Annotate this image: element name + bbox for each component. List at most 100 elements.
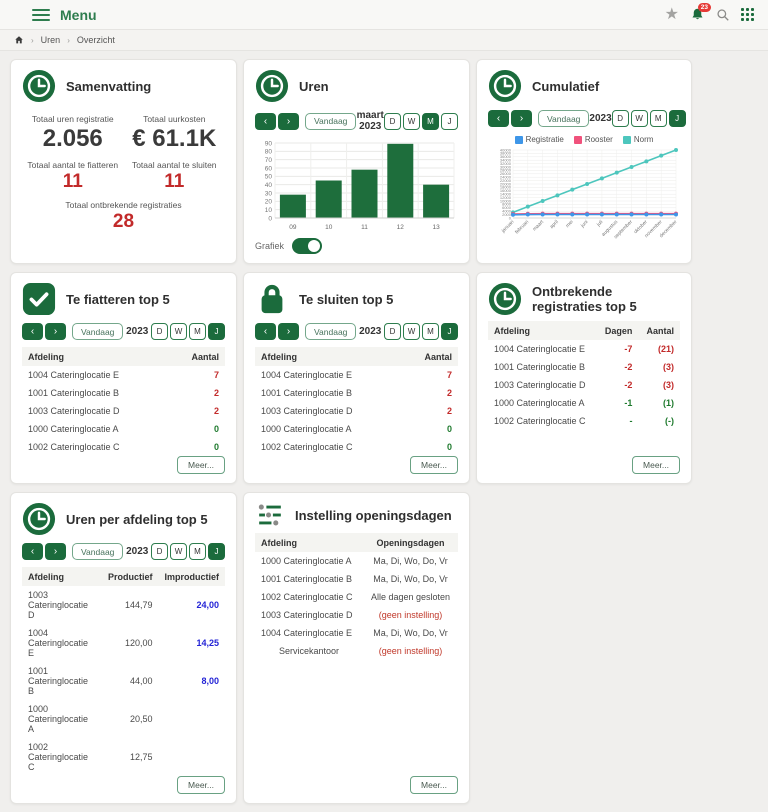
vandaag-button[interactable]: Vandaag bbox=[305, 323, 357, 340]
period-m-button[interactable]: M bbox=[422, 112, 439, 130]
table-row[interactable]: 1002 Cateringlocatie C 12,75 bbox=[22, 738, 225, 776]
home-icon[interactable] bbox=[14, 35, 24, 45]
period-d-button[interactable]: D bbox=[611, 110, 629, 127]
meer-button[interactable]: Meer... bbox=[177, 456, 225, 474]
table-cell: 1004 Cateringlocatie E bbox=[261, 370, 353, 380]
meer-button[interactable]: Meer... bbox=[177, 776, 225, 794]
prev-button[interactable]: ‹ bbox=[255, 112, 276, 130]
table-row[interactable]: 1001 Cateringlocatie B Ma, Di, Wo, Do, Vr bbox=[255, 570, 458, 588]
period-m-button[interactable]: M bbox=[189, 323, 206, 340]
next-button[interactable]: › bbox=[278, 323, 299, 340]
table-cell: Ma, Di, Wo, Do, Vr bbox=[373, 628, 448, 638]
stat-label: Totaal uurkosten bbox=[143, 114, 206, 124]
table-row[interactable]: 1004 Cateringlocatie E 7 bbox=[22, 366, 225, 384]
table-row[interactable]: 1000 Cateringlocatie A 20,50 bbox=[22, 700, 225, 738]
prev-button[interactable]: ‹ bbox=[488, 110, 509, 127]
svg-text:28000: 28000 bbox=[500, 168, 512, 173]
next-button[interactable]: › bbox=[45, 543, 66, 560]
svg-text:12: 12 bbox=[397, 224, 405, 231]
table-row[interactable]: 1001 Cateringlocatie B 2 bbox=[255, 384, 458, 402]
prev-button[interactable]: ‹ bbox=[22, 323, 43, 340]
card-cumulatief: Cumulatief ‹ › Vandaag 2023 D W M J Registratie… bbox=[476, 59, 692, 264]
vandaag-button[interactable]: Vandaag bbox=[72, 323, 124, 340]
table-row[interactable]: 1002 Cateringlocatie C 0 bbox=[255, 438, 458, 456]
chart-legend: Registratie Rooster Norm bbox=[488, 135, 680, 144]
meer-button[interactable]: Meer... bbox=[632, 456, 680, 474]
table-row[interactable]: 1003 Cateringlocatie D -2 (3) bbox=[488, 376, 680, 394]
table-cell: 1001 Cateringlocatie B bbox=[261, 574, 353, 584]
next-button[interactable]: › bbox=[45, 323, 66, 340]
table-row[interactable]: 1002 Cateringlocatie C 0 bbox=[22, 438, 225, 456]
legend-entry-rooster[interactable]: Rooster bbox=[573, 135, 613, 144]
svg-text:90: 90 bbox=[265, 140, 273, 147]
next-button[interactable]: › bbox=[511, 110, 532, 127]
svg-text:maart: maart bbox=[532, 219, 546, 233]
table-cell: 7 bbox=[213, 370, 219, 380]
period-controls: ‹ › Vandaag maart 2023 D W M J bbox=[255, 110, 458, 132]
legend-entry-registratie[interactable]: Registratie bbox=[514, 135, 564, 144]
period-d-button[interactable]: D bbox=[384, 112, 401, 130]
apps-grid-icon[interactable] bbox=[741, 8, 754, 21]
period-j-button[interactable]: J bbox=[441, 112, 458, 130]
clock-icon bbox=[22, 69, 56, 103]
period-d-button[interactable]: D bbox=[151, 323, 168, 340]
breadcrumb-item-uren[interactable]: Uren bbox=[40, 35, 61, 45]
hamburger-menu-icon[interactable] bbox=[32, 8, 50, 21]
period-j-button[interactable]: J bbox=[668, 110, 686, 127]
table-row[interactable]: 1000 Cateringlocatie A -1 (1) bbox=[488, 394, 680, 412]
table-cell: 1003 Cateringlocatie D bbox=[261, 406, 353, 416]
period-w-button[interactable]: W bbox=[170, 543, 187, 560]
table-row[interactable]: 1000 Cateringlocatie A Ma, Di, Wo, Do, Vr bbox=[255, 552, 458, 570]
prev-button[interactable]: ‹ bbox=[255, 323, 276, 340]
table-row[interactable]: 1004 Cateringlocatie E 7 bbox=[255, 366, 458, 384]
period-m-button[interactable]: M bbox=[649, 110, 667, 127]
table-row[interactable]: 1004 Cateringlocatie E 120,00 14,25 bbox=[22, 624, 225, 662]
vandaag-button[interactable]: Vandaag bbox=[305, 112, 357, 130]
table-row[interactable]: 1001 Cateringlocatie B 44,00 8,00 bbox=[22, 662, 225, 700]
table-cell: 1001 Cateringlocatie B bbox=[261, 388, 353, 398]
notifications-bell-icon[interactable]: 23 bbox=[690, 2, 711, 23]
period-w-button[interactable]: W bbox=[630, 110, 648, 127]
table-row[interactable]: 1002 Cateringlocatie C - (-) bbox=[488, 412, 680, 430]
svg-text:40000: 40000 bbox=[500, 147, 512, 152]
legend-entry-norm[interactable]: Norm bbox=[622, 135, 653, 144]
table-row[interactable]: 1001 Cateringlocatie B 2 bbox=[22, 384, 225, 402]
table-row[interactable]: 1003 Cateringlocatie D 2 bbox=[22, 402, 225, 420]
period-m-button[interactable]: M bbox=[189, 543, 206, 560]
vandaag-button[interactable]: Vandaag bbox=[72, 543, 124, 560]
table-row[interactable]: 1000 Cateringlocatie A 0 bbox=[22, 420, 225, 438]
table-cell: 1004 Cateringlocatie E bbox=[28, 370, 120, 380]
period-d-button[interactable]: D bbox=[384, 323, 401, 340]
period-d-button[interactable]: D bbox=[151, 543, 168, 560]
period-j-button[interactable]: J bbox=[208, 543, 225, 560]
clock-icon bbox=[255, 69, 289, 103]
table-row[interactable]: 1003 Cateringlocatie D (geen instelling) bbox=[255, 606, 458, 624]
table-row[interactable]: 1002 Cateringlocatie C Alle dagen geslote… bbox=[255, 588, 458, 606]
table-row[interactable]: 1003 Cateringlocatie D 2 bbox=[255, 402, 458, 420]
table-row[interactable]: 1004 Cateringlocatie E Ma, Di, Wo, Do, Vr bbox=[255, 624, 458, 642]
grafiek-toggle[interactable] bbox=[292, 238, 323, 254]
breadcrumb-item-overzicht[interactable]: Overzicht bbox=[76, 35, 115, 45]
vandaag-button[interactable]: Vandaag bbox=[538, 110, 590, 127]
table-row[interactable]: 1001 Cateringlocatie B -2 (3) bbox=[488, 358, 680, 376]
table-row[interactable]: 1003 Cateringlocatie D 144,79 24,00 bbox=[22, 586, 225, 624]
breadcrumb-separator: › bbox=[67, 35, 70, 45]
table-row[interactable]: 1000 Cateringlocatie A 0 bbox=[255, 420, 458, 438]
period-w-button[interactable]: W bbox=[403, 323, 420, 340]
search-icon[interactable] bbox=[716, 8, 730, 22]
table-row[interactable]: Servicekantoor (geen instelling) bbox=[255, 642, 458, 660]
period-w-button[interactable]: W bbox=[170, 323, 187, 340]
period-j-button[interactable]: J bbox=[208, 323, 225, 340]
period-w-button[interactable]: W bbox=[403, 112, 420, 130]
table-cell: 44,00 bbox=[129, 676, 153, 686]
next-button[interactable]: › bbox=[278, 112, 299, 130]
favorite-star-icon[interactable]: ★ bbox=[664, 5, 679, 23]
menu-label[interactable]: Menu bbox=[60, 6, 97, 23]
meer-button[interactable]: Meer... bbox=[410, 456, 458, 474]
table-row[interactable]: 1004 Cateringlocatie E -7 (21) bbox=[488, 340, 680, 358]
period-m-button[interactable]: M bbox=[422, 323, 439, 340]
period-j-button[interactable]: J bbox=[441, 323, 458, 340]
meer-button[interactable]: Meer... bbox=[410, 776, 458, 794]
prev-button[interactable]: ‹ bbox=[22, 543, 43, 560]
table-cell: 1002 Cateringlocatie C bbox=[28, 742, 89, 772]
